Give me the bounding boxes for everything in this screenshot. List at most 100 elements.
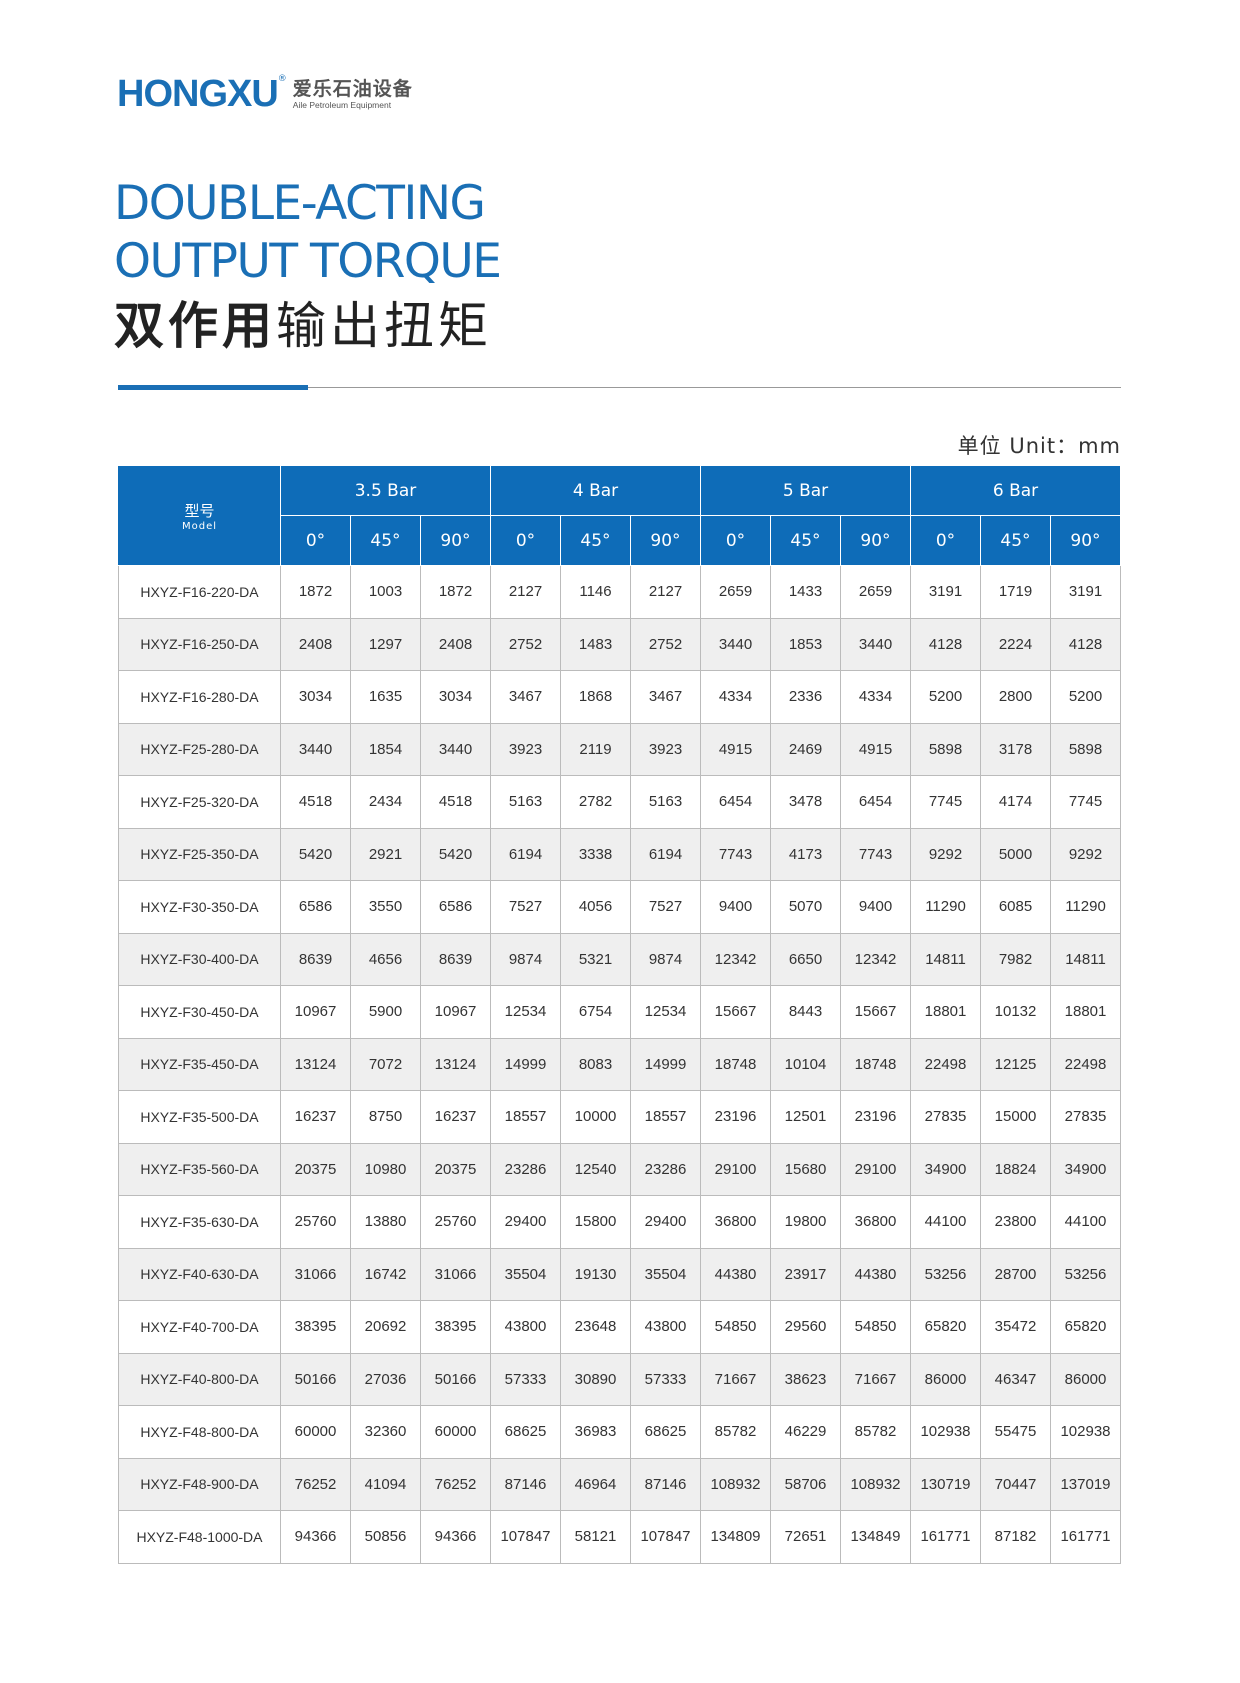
pressure-header: 5 Bar: [700, 465, 911, 516]
torque-cell: 58121: [560, 1510, 631, 1564]
angle-header: 90°: [420, 515, 491, 566]
torque-cell: 7527: [490, 880, 561, 934]
table-row: HXYZ-F35-500-DA 16237 8750 16237 18557 10000 1…: [118, 1090, 1121, 1144]
torque-cell: 3923: [630, 722, 701, 776]
torque-cell: 58706: [770, 1457, 841, 1511]
angle-header: 45°: [770, 515, 841, 566]
torque-cell: 60000: [280, 1405, 351, 1459]
torque-cell: 76252: [280, 1457, 351, 1511]
torque-cell: 3467: [630, 670, 701, 724]
torque-cell: 2659: [700, 565, 771, 619]
torque-cell: 4915: [840, 722, 911, 776]
table-row: HXYZ-F35-630-DA 25760 13880 25760 29400 15800…: [118, 1195, 1121, 1249]
torque-cell: 14811: [1050, 932, 1121, 986]
torque-cell: 5898: [1050, 722, 1121, 776]
table-row: HXYZ-F25-350-DA 5420 2921 5420 6194 3338 6194 7…: [118, 827, 1121, 881]
torque-cell: 36800: [700, 1195, 771, 1249]
torque-cell: 1854: [350, 722, 421, 776]
torque-cell: 6454: [700, 775, 771, 829]
torque-cell: 57333: [490, 1352, 561, 1406]
torque-cell: 6194: [490, 827, 561, 881]
torque-cell: 1853: [770, 617, 841, 671]
torque-cell: 32360: [350, 1405, 421, 1459]
logo-en: Aile Petroleum Equipment: [292, 100, 392, 110]
torque-cell: 11290: [1050, 880, 1121, 934]
table-row: HXYZ-F35-450-DA 13124 7072 13124 14999 8083 14…: [118, 1037, 1121, 1091]
torque-cell: 13880: [350, 1195, 421, 1249]
torque-cell: 23917: [770, 1247, 841, 1301]
model-cell: HXYZ-F25-350-DA: [118, 827, 281, 881]
torque-cell: 7072: [350, 1037, 421, 1091]
torque-cell: 4518: [280, 775, 351, 829]
torque-cell: 2408: [420, 617, 491, 671]
torque-cell: 44380: [700, 1247, 771, 1301]
torque-cell: 108932: [840, 1457, 911, 1511]
torque-cell: 3178: [980, 722, 1051, 776]
torque-cell: 9400: [840, 880, 911, 934]
torque-cell: 4174: [980, 775, 1051, 829]
torque-cell: 46347: [980, 1352, 1051, 1406]
torque-cell: 35504: [490, 1247, 561, 1301]
torque-cell: 34900: [910, 1142, 981, 1196]
torque-cell: 3034: [420, 670, 491, 724]
torque-cell: 4056: [560, 880, 631, 934]
torque-cell: 1719: [980, 565, 1051, 619]
torque-cell: 54850: [700, 1300, 771, 1354]
torque-cell: 4128: [910, 617, 981, 671]
torque-cell: 15667: [700, 985, 771, 1039]
model-cell: HXYZ-F40-700-DA: [118, 1300, 281, 1354]
model-cell: HXYZ-F48-800-DA: [118, 1405, 281, 1459]
torque-cell: 2800: [980, 670, 1051, 724]
torque-cell: 12342: [840, 932, 911, 986]
torque-cell: 31066: [280, 1247, 351, 1301]
angle-header: 0°: [910, 515, 981, 566]
torque-cell: 15800: [560, 1195, 631, 1249]
torque-cell: 9874: [630, 932, 701, 986]
torque-cell: 1872: [420, 565, 491, 619]
torque-cell: 85782: [700, 1405, 771, 1459]
torque-cell: 14999: [490, 1037, 561, 1091]
title-line1: DOUBLE-ACTING: [114, 176, 486, 231]
torque-cell: 10104: [770, 1037, 841, 1091]
table-row: HXYZ-F16-280-DA 3034 1635 3034 3467 1868 3467 4…: [118, 670, 1121, 724]
table-row: HXYZ-F16-250-DA 2408 1297 2408 2752 1483 2752 3…: [118, 617, 1121, 671]
torque-cell: 10980: [350, 1142, 421, 1196]
torque-cell: 3191: [1050, 565, 1121, 619]
torque-cell: 108932: [700, 1457, 771, 1511]
table-row: HXYZ-F48-800-DA 60000 32360 60000 68625 36983…: [118, 1405, 1121, 1459]
torque-cell: 12540: [560, 1142, 631, 1196]
model-cell: HXYZ-F25-320-DA: [118, 775, 281, 829]
model-cell: HXYZ-F30-350-DA: [118, 880, 281, 934]
model-cell: HXYZ-F35-630-DA: [118, 1195, 281, 1249]
torque-cell: 9292: [910, 827, 981, 881]
torque-cell: 43800: [490, 1300, 561, 1354]
pressure-header: 6 Bar: [910, 465, 1121, 516]
torque-cell: 22498: [1050, 1037, 1121, 1091]
torque-cell: 107847: [490, 1510, 561, 1564]
logo: HONGXU ® 爱乐石油设备 Aile Petroleum Equipment: [117, 74, 413, 114]
torque-cell: 50856: [350, 1510, 421, 1564]
torque-cell: 7527: [630, 880, 701, 934]
torque-cell: 16237: [420, 1090, 491, 1144]
torque-cell: 30890: [560, 1352, 631, 1406]
torque-cell: 46229: [770, 1405, 841, 1459]
torque-cell: 8639: [420, 932, 491, 986]
torque-cell: 6586: [420, 880, 491, 934]
torque-cell: 10967: [420, 985, 491, 1039]
torque-cell: 18748: [700, 1037, 771, 1091]
torque-cell: 3550: [350, 880, 421, 934]
torque-cell: 29100: [840, 1142, 911, 1196]
torque-cell: 1297: [350, 617, 421, 671]
torque-cell: 5200: [910, 670, 981, 724]
angle-header: 0°: [280, 515, 351, 566]
torque-cell: 5420: [280, 827, 351, 881]
torque-cell: 34900: [1050, 1142, 1121, 1196]
torque-cell: 68625: [630, 1405, 701, 1459]
torque-cell: 2659: [840, 565, 911, 619]
torque-cell: 19130: [560, 1247, 631, 1301]
torque-cell: 3467: [490, 670, 561, 724]
torque-cell: 94366: [420, 1510, 491, 1564]
table-row: HXYZ-F25-320-DA 4518 2434 4518 5163 2782 5163 6…: [118, 775, 1121, 829]
torque-cell: 3440: [420, 722, 491, 776]
torque-cell: 10000: [560, 1090, 631, 1144]
